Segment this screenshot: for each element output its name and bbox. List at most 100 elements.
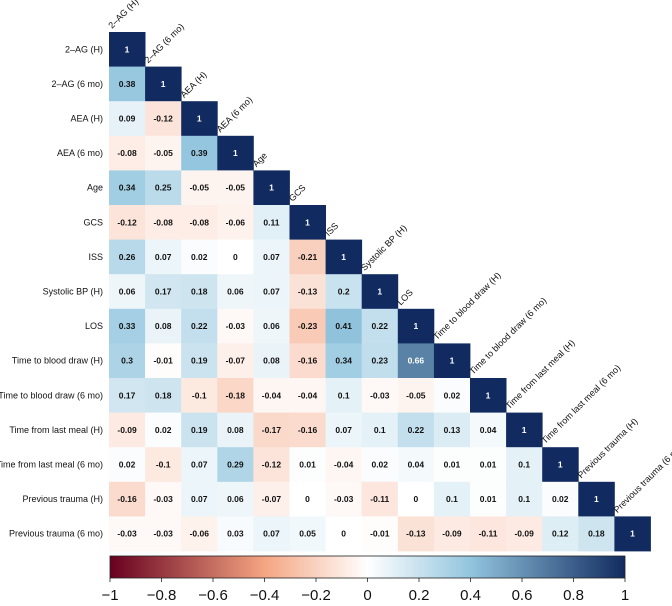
heatmap-cell: [109, 412, 146, 448]
heatmap-cell: [109, 205, 146, 240]
cell-value-label: 0.08: [227, 425, 244, 435]
heatmap-cell: [397, 447, 435, 483]
cell-value-label: -0.06: [226, 217, 246, 227]
column-label: Time to blood draw (H): [431, 270, 503, 342]
column-label: 2–AG (H): [106, 0, 140, 30]
cell-value-label: 0.06: [227, 287, 244, 297]
heatmap-cell: [145, 101, 182, 137]
cell-value-label: 0.34: [119, 183, 136, 193]
cell-value-label: -0.04: [334, 460, 354, 470]
cell-value-label: -0.12: [117, 217, 137, 227]
heatmap-cell: [217, 481, 254, 517]
cell-value-label: -0.03: [117, 529, 137, 539]
colorbar-tick-label: −0.6: [198, 587, 228, 604]
cell-value-label: 0.02: [371, 460, 388, 470]
cell-value-label: 0.07: [263, 287, 280, 297]
cell-value-label: 1: [413, 321, 418, 331]
cell-value-label: 0.23: [371, 356, 388, 366]
heatmap-cell: [109, 32, 146, 67]
row-label: Systolic BP (H): [43, 287, 103, 297]
heatmap-cell: [470, 481, 507, 517]
cell-value-label: 0.17: [119, 390, 136, 400]
cell-value-label: -0.04: [298, 390, 318, 400]
cell-value-label: 0.04: [408, 460, 425, 470]
column-label: Time from last meal (6 mo): [540, 363, 623, 446]
colorbar-tick-label: 0.6: [512, 587, 533, 604]
heatmap-cell: [217, 412, 254, 448]
cell-value-label: -0.01: [153, 356, 173, 366]
heatmap-cell: [145, 481, 182, 517]
heatmap-cell: [325, 516, 363, 552]
colorbar-tick-label: 1: [621, 587, 629, 604]
heatmap-cell: [109, 274, 146, 310]
row-label: AEA (6 mo): [57, 148, 103, 158]
heatmap-cell: [542, 516, 579, 552]
heatmap-cell: [181, 170, 218, 206]
row-label: 2–AG (6 mo): [51, 79, 103, 89]
heatmap-cell: [578, 516, 615, 552]
heatmap-cell: [145, 66, 182, 102]
row-label: Time from last meal (6 mo): [0, 460, 103, 470]
cell-value-label: 0.01: [444, 460, 461, 470]
heatmap-cell: [325, 274, 363, 310]
colorbar-ticks: −1 −0.8 −0.6 −0.4 −0.2 0 0.2 0.4 0.6 0.8 1: [101, 578, 629, 604]
heatmap-cell: [109, 343, 146, 379]
cell-value-label: 0.2: [338, 287, 350, 297]
heatmap-cell: [145, 205, 182, 240]
cell-value-label: -0.07: [262, 494, 282, 504]
column-label: GCS: [287, 183, 308, 204]
heatmap-cell: [289, 308, 326, 344]
colorbar-tick-label: −0.2: [301, 587, 331, 604]
cell-value-label: -0.05: [226, 183, 246, 193]
colorbar-gradient: [109, 555, 626, 579]
cell-value-label: 0.08: [263, 356, 280, 366]
cell-value-label: 0.13: [444, 425, 461, 435]
heatmap-cell: [361, 481, 399, 517]
heatmap-cell: [217, 447, 254, 483]
heatmap-cell: [470, 378, 507, 413]
heatmap-cell: [217, 378, 254, 413]
cell-value-label: -0.03: [370, 390, 390, 400]
heatmap-cell: [397, 343, 435, 379]
row-label: ISS: [88, 252, 103, 262]
cell-value-label: 0.06: [263, 321, 280, 331]
cell-value-label: 1: [630, 529, 635, 539]
cell-value-label: -0.16: [298, 425, 318, 435]
column-label: 2–AG (6 mo): [142, 22, 186, 66]
cell-value-label: 1: [450, 356, 455, 366]
cell-value-label: 0.07: [335, 425, 352, 435]
row-label: Previous trauma (6 mo): [9, 529, 103, 539]
column-label: Time to blood draw (6 mo): [467, 295, 548, 376]
column-label: Time from last meal (H): [503, 338, 576, 411]
cell-value-label: 0.01: [299, 460, 316, 470]
heatmap-cell: [109, 378, 146, 413]
cell-value-label: 0.07: [191, 460, 208, 470]
column-label: Systolic BP (H): [359, 223, 409, 273]
heatmap-cell: [181, 447, 218, 483]
cell-value-label: -0.18: [226, 390, 246, 400]
cell-value-label: -0.05: [406, 390, 426, 400]
heatmap-cell: [145, 516, 182, 552]
heatmap-cell: [181, 343, 218, 379]
cell-value-label: 1: [377, 287, 382, 297]
heatmap-cell: [109, 66, 146, 102]
cell-value-label: -0.08: [117, 148, 137, 158]
heatmap-cell: [181, 205, 218, 240]
heatmap-cell: [181, 135, 218, 171]
row-label: Time to blood draw (H): [12, 356, 103, 366]
cell-value-label: -0.17: [262, 425, 282, 435]
heatmap-cell: [253, 378, 290, 413]
cell-value-label: 0.18: [191, 287, 208, 297]
heatmap-cell: [470, 516, 507, 552]
heatmap-cell: [361, 274, 399, 310]
cell-value-label: 1: [558, 460, 563, 470]
heatmap-cell: [470, 412, 507, 448]
cell-value-label: -0.21: [298, 252, 318, 262]
heatmap-cell: [253, 239, 290, 275]
heatmap-cell: [289, 205, 326, 240]
cell-value-label: 0.02: [119, 460, 136, 470]
heatmap-cell: [325, 239, 363, 275]
cell-value-label: 0.07: [263, 252, 280, 262]
heatmap-cell: [217, 205, 254, 240]
heatmap-cell: [181, 101, 218, 137]
